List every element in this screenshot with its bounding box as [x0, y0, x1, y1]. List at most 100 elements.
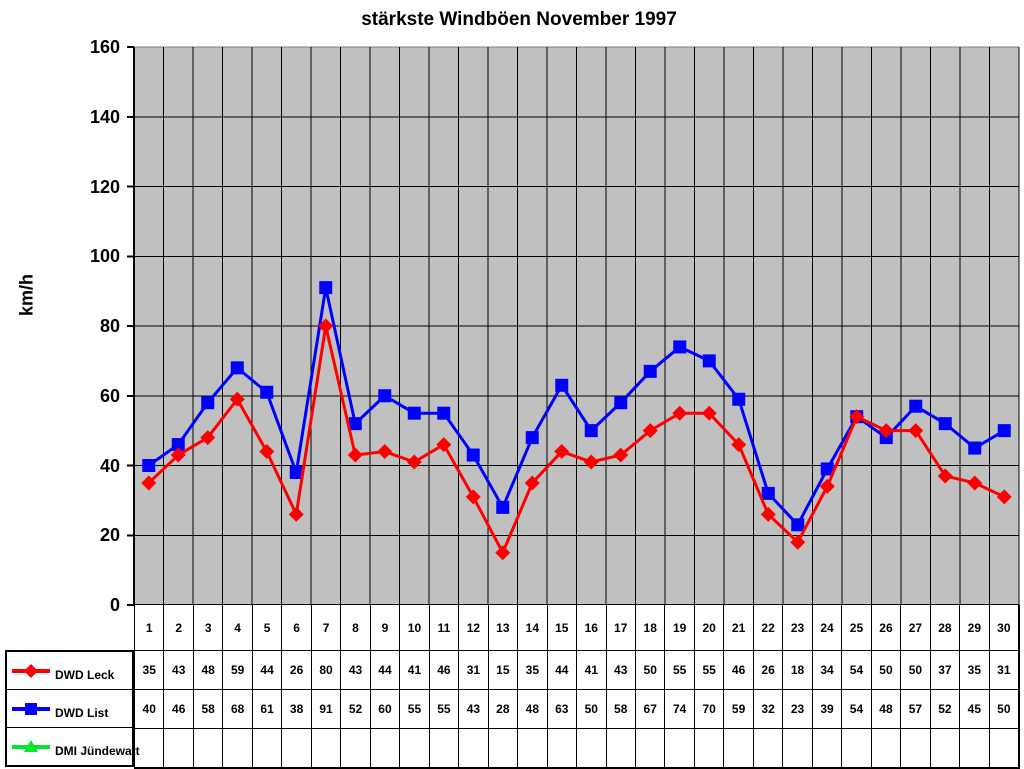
value-cell: 80: [311, 651, 342, 689]
value-cell: [400, 729, 430, 767]
value-cell: 18: [783, 651, 813, 689]
value-cell: [282, 729, 312, 767]
legend-row-dwd-list: DWD List: [7, 690, 132, 728]
data-point-marker: [436, 437, 452, 453]
value-cell: [901, 729, 931, 767]
data-point-marker: [819, 478, 835, 494]
data-point-marker: [25, 702, 37, 715]
day-header-cell: 21: [724, 605, 754, 650]
value-cell: 63: [547, 690, 578, 728]
legend-label: DMI Jündewatt: [55, 743, 140, 758]
value-cell: 39: [812, 690, 843, 728]
value-cell: [842, 729, 872, 767]
value-cell: 50: [989, 690, 1019, 728]
data-point-marker: [407, 406, 421, 420]
data-point-marker: [289, 465, 303, 479]
data-point-marker: [909, 399, 923, 413]
value-cell: [135, 729, 165, 767]
y-tick-label: 160: [89, 37, 120, 57]
y-tick-label: 120: [89, 176, 120, 197]
data-point-marker: [878, 423, 894, 439]
day-header-cell: 8: [341, 605, 371, 650]
value-cell: 70: [694, 690, 725, 728]
data-point-marker: [701, 405, 717, 421]
value-cell: [193, 729, 224, 767]
day-header-cell: 18: [635, 605, 666, 650]
data-point-marker: [24, 739, 38, 752]
legend-row-dwd-leck: DWD Leck: [7, 652, 132, 690]
data-point-marker: [496, 500, 510, 514]
data-point-marker: [347, 447, 363, 463]
data-point-marker: [937, 468, 953, 484]
value-cell: 44: [547, 651, 578, 689]
legend-row-dmi-j-ndewatt: DMI Jündewatt: [7, 728, 140, 765]
day-header-cell: 24: [812, 605, 843, 650]
value-cell: 32: [753, 690, 784, 728]
value-cell: [930, 729, 961, 767]
value-cell: 48: [518, 690, 548, 728]
value-cell: [164, 729, 194, 767]
value-cell: 61: [252, 690, 283, 728]
day-header-row: 1 2 3 4 5 6 7 8 9 10 11 12 13 14 15 16 17 18 19 20 21 22 23 24 2…: [135, 605, 1019, 651]
data-point-marker: [643, 364, 657, 378]
day-header-cell: 1: [135, 605, 165, 650]
value-cell: 34: [812, 651, 843, 689]
value-cell: 40: [135, 690, 165, 728]
data-point-marker: [555, 378, 569, 392]
data-point-marker: [377, 444, 393, 460]
data-point-marker: [495, 545, 511, 561]
value-cell: [989, 729, 1019, 767]
value-cell: 35: [135, 651, 165, 689]
value-cell: [665, 729, 695, 767]
data-point-marker: [791, 518, 805, 532]
series-dwd-leck: [141, 318, 1012, 561]
data-point-marker: [259, 444, 275, 460]
value-cell: 46: [164, 690, 194, 728]
value-row-dmi-j-ndewatt: [135, 729, 1019, 767]
data-point-marker: [760, 506, 776, 522]
value-row-dwd-leck: 35 43 48 59 44 26 80 43 44 41 46 31 15 35 44 41 43 50 55 55…: [135, 651, 1019, 690]
data-point-marker: [406, 454, 422, 470]
value-cell: [429, 729, 460, 767]
value-cell: 74: [665, 690, 695, 728]
legend: DWD Leck DWD List DMI Jündewatt: [5, 650, 140, 767]
day-header-cell: 27: [901, 605, 931, 650]
value-cell: 38: [282, 690, 312, 728]
value-cell: 59: [223, 651, 253, 689]
value-cell: 31: [989, 651, 1019, 689]
data-point-marker: [583, 454, 599, 470]
value-cell: 60: [370, 690, 401, 728]
data-point-marker: [673, 340, 687, 354]
triangle-legend-icon: [12, 739, 50, 752]
value-cell: [635, 729, 666, 767]
chart-title: stärkste Windböen November 1997: [361, 9, 677, 30]
data-point-marker: [790, 534, 806, 550]
value-cell: [694, 729, 725, 767]
data-point-marker: [141, 475, 157, 491]
value-cell: [724, 729, 754, 767]
data-point-marker: [997, 424, 1011, 438]
data-point-marker: [849, 409, 865, 425]
data-point-marker: [672, 405, 688, 421]
data-table: 1 2 3 4 5 6 7 8 9 10 11 12 13 14 15 16 17 18 19 20 21 22 23 24 2…: [134, 605, 1020, 769]
value-cell: [783, 729, 813, 767]
day-header-cell: 26: [871, 605, 902, 650]
value-cell: 58: [606, 690, 636, 728]
day-header-cell: 14: [518, 605, 548, 650]
legend-label: DWD List: [55, 705, 109, 720]
value-cell: 37: [930, 651, 961, 689]
value-cell: 46: [724, 651, 754, 689]
value-cell: [370, 729, 401, 767]
data-point-marker: [938, 417, 952, 431]
value-cell: 44: [370, 651, 401, 689]
value-cell: 55: [400, 690, 430, 728]
value-cell: 41: [577, 651, 607, 689]
value-cell: 54: [842, 690, 872, 728]
day-header-cell: 30: [989, 605, 1019, 650]
day-header-cell: 16: [577, 605, 607, 650]
legend-label: DWD Leck: [55, 667, 115, 682]
data-point-marker: [613, 447, 629, 463]
day-header-cell: 28: [930, 605, 961, 650]
value-cell: 35: [960, 651, 990, 689]
value-cell: 91: [311, 690, 342, 728]
